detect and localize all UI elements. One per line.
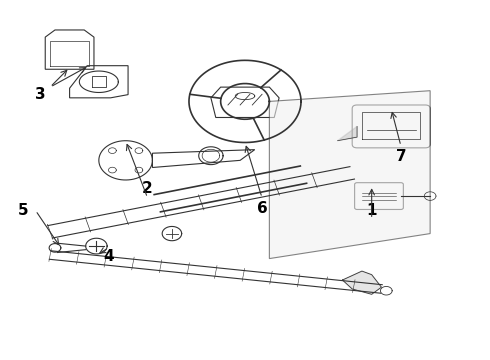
Text: 5: 5 — [18, 203, 28, 218]
Text: 3: 3 — [35, 87, 46, 102]
Polygon shape — [270, 91, 430, 258]
Text: 2: 2 — [142, 181, 153, 197]
Text: 6: 6 — [257, 201, 268, 216]
Polygon shape — [343, 271, 381, 294]
Text: 4: 4 — [103, 249, 114, 264]
Polygon shape — [338, 126, 357, 141]
Text: 7: 7 — [395, 149, 406, 164]
Text: 1: 1 — [367, 203, 377, 218]
